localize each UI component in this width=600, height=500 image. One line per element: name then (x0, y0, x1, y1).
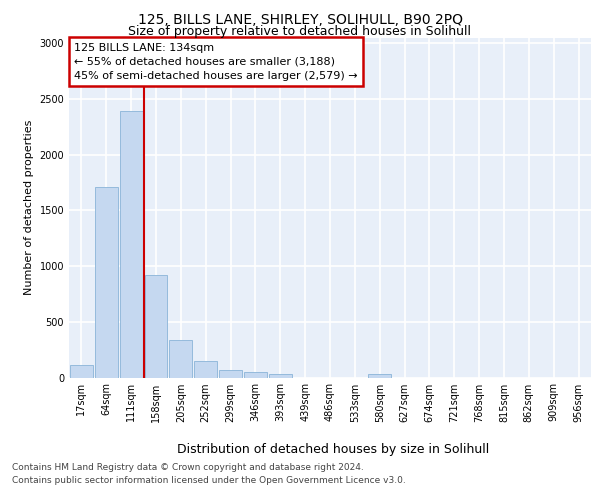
Bar (194, 361, 217, 378)
Bar (269, 374, 292, 378)
Text: Contains HM Land Registry data © Crown copyright and database right 2024.: Contains HM Land Registry data © Crown c… (12, 464, 364, 472)
Bar (169, 340, 192, 378)
Bar (95, 187, 118, 378)
Text: 125 BILLS LANE: 134sqm
← 55% of detached houses are smaller (3,188)
45% of semi-: 125 BILLS LANE: 134sqm ← 55% of detached… (74, 42, 358, 80)
Bar (145, 275, 167, 378)
Bar (120, 111, 143, 378)
Bar (368, 374, 391, 378)
Bar (244, 372, 267, 378)
Text: Distribution of detached houses by size in Solihull: Distribution of detached houses by size … (177, 442, 489, 456)
Bar (70, 365, 93, 378)
Y-axis label: Number of detached properties: Number of detached properties (24, 120, 34, 295)
Text: Contains public sector information licensed under the Open Government Licence v3: Contains public sector information licen… (12, 476, 406, 485)
Bar (219, 370, 242, 378)
Text: Size of property relative to detached houses in Solihull: Size of property relative to detached ho… (128, 25, 472, 38)
Text: 125, BILLS LANE, SHIRLEY, SOLIHULL, B90 2PQ: 125, BILLS LANE, SHIRLEY, SOLIHULL, B90 … (137, 12, 463, 26)
